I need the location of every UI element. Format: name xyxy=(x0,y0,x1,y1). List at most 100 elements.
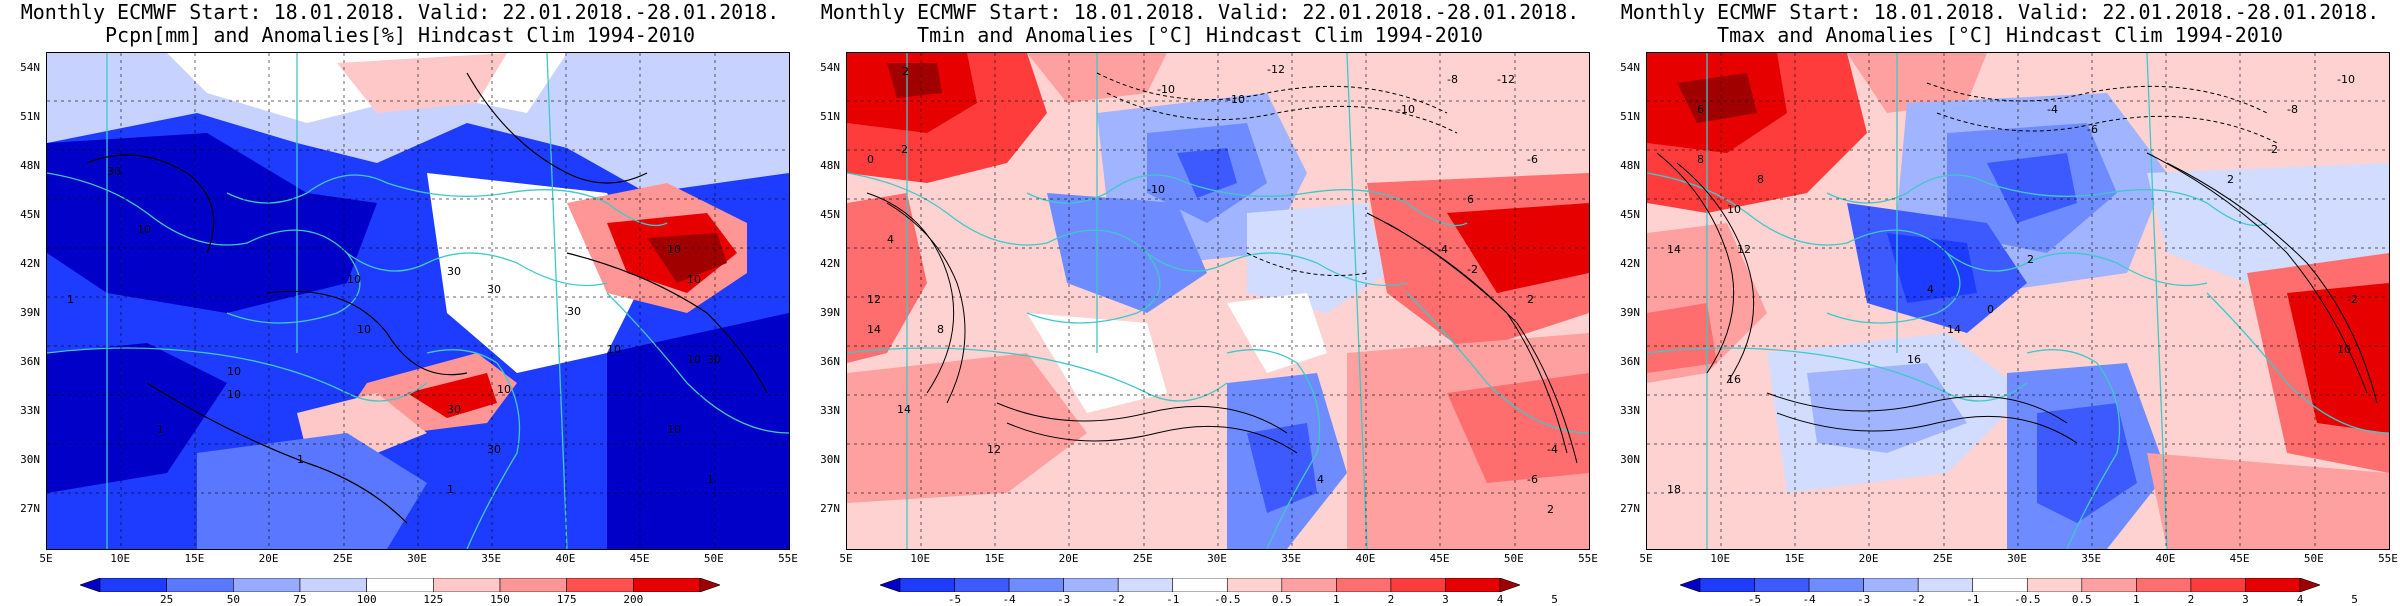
contour-label: 12 xyxy=(1737,243,1751,256)
colorbar-swatch xyxy=(880,578,901,592)
contour-label: 2 xyxy=(2027,253,2034,266)
contour-label: 10 xyxy=(137,223,151,236)
contour-label: 12 xyxy=(987,443,1001,456)
colorbar-swatch xyxy=(1390,578,1446,592)
lat-label: 30N xyxy=(1620,453,1640,466)
contour-label: 0 xyxy=(1987,303,1994,316)
lat-label: 33N xyxy=(820,404,840,417)
contour-label: -10 xyxy=(2337,73,2355,86)
lon-label: 45E xyxy=(629,552,650,565)
lat-label: 30N xyxy=(20,453,40,466)
colorbar-swatch xyxy=(566,578,634,592)
lat-label: 36N xyxy=(20,355,40,368)
colorbar-swatch xyxy=(1972,578,2028,592)
contour-label: 10 xyxy=(687,353,701,366)
contour-label: -10 xyxy=(1397,103,1415,116)
contour-label: -6 xyxy=(1527,473,1538,486)
contour-label: 10 xyxy=(227,365,241,378)
colorbar-swatch xyxy=(2136,578,2192,592)
contour-label: 2 xyxy=(1547,503,1554,516)
lat-label: 42N xyxy=(1620,257,1640,270)
lon-label: 35E xyxy=(481,552,502,565)
contour-label: 10 xyxy=(667,423,681,436)
lat-label: 39N xyxy=(20,306,40,319)
contour-label: -4 xyxy=(1547,443,1558,456)
panel-tmin: Monthly ECMWF Start: 18.01.2018. Valid: … xyxy=(810,0,1598,606)
lat-label: 54N xyxy=(1620,61,1640,74)
colorbar-swatch xyxy=(1808,578,1864,592)
contour-label: 30 xyxy=(567,305,581,318)
contour-label: 4 xyxy=(1317,473,1324,486)
lon-label: 35E xyxy=(1281,552,1302,565)
map-tmax: -10 -8 -6 6 -4 -2 2 8 10 12 14 16 18 14 … xyxy=(1646,52,2390,550)
colorbar-swatch xyxy=(2245,578,2301,592)
contour-label: -10 xyxy=(1147,183,1165,196)
colorbar-swatch xyxy=(1336,578,1392,592)
contour-label: 2 xyxy=(902,65,909,78)
lon-label: 40E xyxy=(2155,552,2176,565)
lon-label: 55E xyxy=(1578,552,1598,565)
colorbar-swatch xyxy=(1754,578,1810,592)
lon-label: 15E xyxy=(184,552,205,565)
contour-label: 1 xyxy=(157,423,164,436)
lon-label: 40E xyxy=(1355,552,1376,565)
lon-label: 20E xyxy=(258,552,279,565)
lon-label: 5E xyxy=(39,552,53,565)
contour-label: 10 xyxy=(667,243,681,256)
contour-label: 30 xyxy=(487,283,501,296)
colorbar-swatch xyxy=(1063,578,1119,592)
contour-label: 1 xyxy=(67,293,74,306)
lon-label: 20E xyxy=(1858,552,1879,565)
contour-label: -8 xyxy=(1447,73,1458,86)
contour-label: 4 xyxy=(887,233,894,246)
colorbar-swatch xyxy=(899,578,955,592)
contour-label: 10 xyxy=(607,343,621,356)
contour-label: -4 xyxy=(2047,103,2058,116)
contour-label: 10 xyxy=(687,273,701,286)
colorbar-swatch xyxy=(433,578,501,592)
lon-label: 5E xyxy=(1639,552,1653,565)
contour-label: 1 xyxy=(447,483,454,496)
panel-title-line1: Monthly ECMWF Start: 18.01.2018. Valid: … xyxy=(1620,0,2380,24)
lat-label: 36N xyxy=(820,355,840,368)
colorbar-swatch xyxy=(1226,578,1283,592)
lon-label: 55E xyxy=(778,552,798,565)
colorbar-swatch xyxy=(299,578,367,592)
lat-label: 39N xyxy=(820,306,840,319)
map-tmin: 2 -10 -12 -10 -8 -10 -12 0 -2 -10 -6 2 6… xyxy=(846,52,1590,550)
lat-label: 48N xyxy=(820,159,840,172)
colorbar-swatch xyxy=(633,578,701,592)
contour-label: 8 xyxy=(1757,173,1764,186)
lon-label: 55E xyxy=(2378,552,2398,565)
lon-label: 10E xyxy=(1710,552,1731,565)
contour-label: 12 xyxy=(867,293,881,306)
lat-label: 51N xyxy=(1620,110,1640,123)
colorbar-swatch xyxy=(366,578,434,592)
contour-label: -2 xyxy=(1467,263,1478,276)
lat-label: 45N xyxy=(20,208,40,221)
contour-label: 4 xyxy=(1927,283,1934,296)
contour-label: 2 xyxy=(2227,173,2234,186)
colorbar-swatch xyxy=(99,578,167,592)
lon-label: 50E xyxy=(1503,552,1524,565)
contour-label: -10 xyxy=(1157,83,1175,96)
contour-label: 14 xyxy=(867,323,881,336)
lat-label: 54N xyxy=(20,61,40,74)
colorbar-swatch xyxy=(1008,578,1064,592)
panel-title-line2: Pcpn[mm] and Anomalies[%] Hindcast Clim … xyxy=(104,23,695,47)
contour-label: -2 xyxy=(2347,293,2358,306)
contour-label: 30 xyxy=(107,165,121,178)
lon-label: 45E xyxy=(2229,552,2250,565)
contour-label: 16 xyxy=(1727,373,1741,386)
lon-label: 25E xyxy=(1132,552,1153,565)
contour-label: 10 xyxy=(347,273,361,286)
panel-title-line1: Monthly ECMWF Start: 18.01.2018. Valid: … xyxy=(20,0,780,24)
lat-label: 39N xyxy=(1620,306,1640,319)
panel-title-line2: Tmax and Anomalies [°C] Hindcast Clim 19… xyxy=(1717,23,2283,47)
contour-label: -4 xyxy=(1437,243,1448,256)
contour-label: 18 xyxy=(1667,483,1681,496)
contour-label: 0 xyxy=(867,153,874,166)
lon-label: 30E xyxy=(1207,552,1227,565)
panel-precipitation: Monthly ECMWF Start: 18.01.2018. Valid: … xyxy=(10,0,798,606)
lon-label: 20E xyxy=(1058,552,1079,565)
